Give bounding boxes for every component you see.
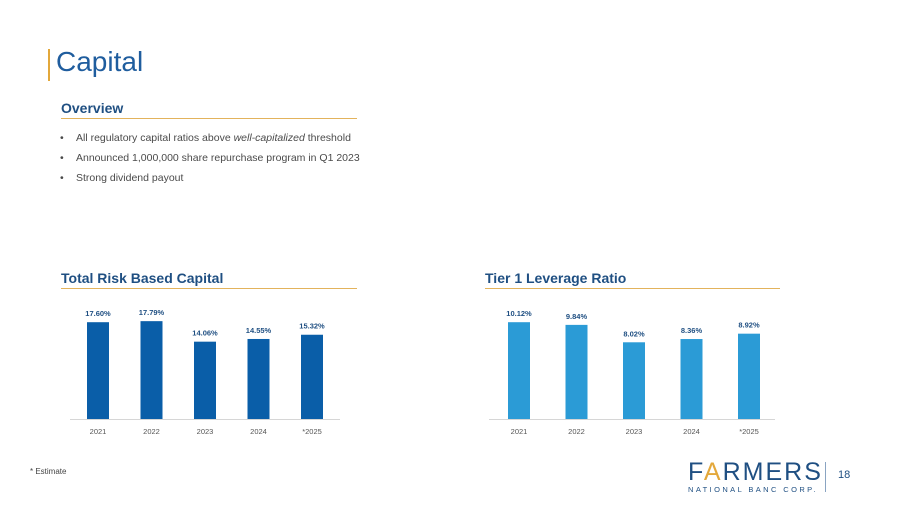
data-label: 10.12% — [506, 309, 532, 318]
total-risk-based-capital-chart: 17.60% 2021 17.79% 2022 14.06% 2023 14.55% 2024… — [70, 308, 340, 436]
tier1-leverage-ratio-chart: 10.12% 2021 9.84% 2022 8.02% 2023 8.36% 2024 8.9… — [489, 309, 775, 436]
bar — [680, 339, 703, 419]
category-label: 2024 — [683, 427, 700, 436]
category-label: 2021 — [90, 427, 107, 436]
data-label: 14.06% — [192, 329, 218, 338]
page-number: 18 — [838, 469, 851, 481]
page-title: Capital — [56, 46, 144, 77]
category-label: 2021 — [511, 427, 528, 436]
data-label: 14.55% — [246, 326, 272, 335]
bar — [623, 342, 645, 419]
bar — [247, 338, 270, 419]
category-label: 2024 — [250, 427, 267, 436]
bar — [565, 324, 588, 419]
data-label: 17.60% — [85, 309, 111, 318]
bullet-item: Announced 1,000,000 share repurchase pro… — [60, 152, 360, 172]
bar — [301, 334, 323, 419]
data-label: 8.92% — [738, 321, 760, 330]
chart1-title: Total Risk Based Capital — [61, 270, 224, 286]
logo-separator — [825, 462, 826, 492]
data-label: 8.36% — [681, 326, 703, 335]
bar — [194, 341, 216, 419]
bar — [508, 322, 530, 419]
category-label: *2025 — [739, 427, 759, 436]
category-label: 2023 — [197, 427, 214, 436]
data-label: 15.32% — [299, 322, 325, 331]
chart1-rule — [61, 288, 357, 289]
farmers-logo: FARMERS NATIONAL BANC CORP. — [688, 458, 823, 494]
bar — [738, 333, 760, 419]
bar — [87, 322, 109, 419]
overview-heading: Overview — [61, 100, 124, 116]
title-accent-bar — [48, 49, 50, 81]
category-label: *2025 — [302, 427, 322, 436]
bullet-item: All regulatory capital ratios above well… — [60, 132, 360, 152]
category-label: 2022 — [568, 427, 585, 436]
data-label: 8.02% — [623, 329, 645, 338]
data-label: 9.84% — [566, 312, 588, 321]
chart2-title: Tier 1 Leverage Ratio — [485, 270, 627, 286]
chart2-rule — [485, 288, 780, 289]
category-label: 2023 — [626, 427, 643, 436]
bar — [140, 321, 163, 419]
overview-bullets: All regulatory capital ratios above well… — [60, 132, 360, 192]
category-label: 2022 — [143, 427, 160, 436]
data-label: 17.79% — [139, 308, 165, 317]
footnote: * Estimate — [30, 467, 67, 476]
overview-rule — [61, 118, 357, 119]
bullet-item: Strong dividend payout — [60, 172, 360, 192]
